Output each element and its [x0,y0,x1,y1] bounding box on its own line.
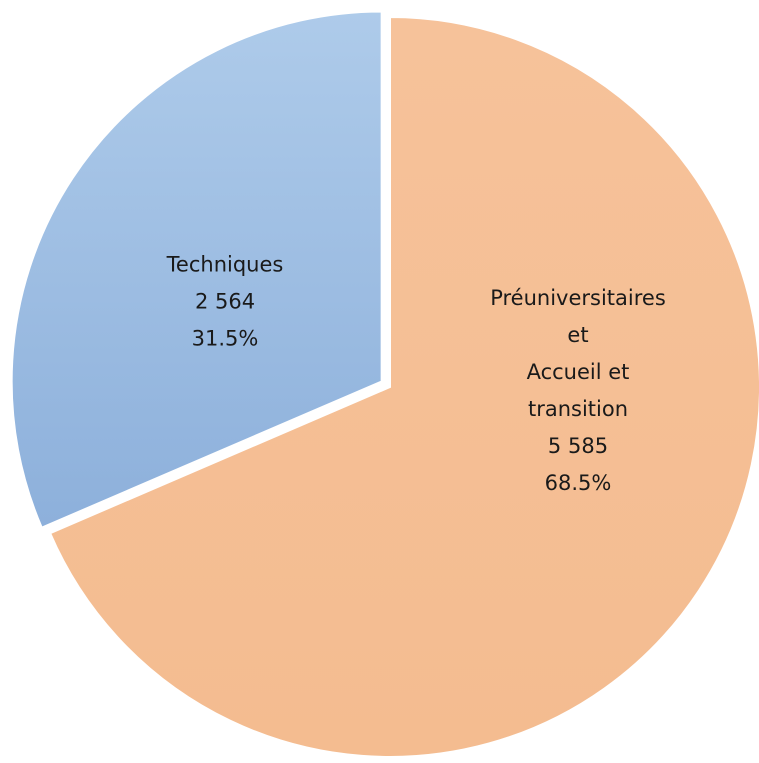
slice-label: Préuniversitaires et Accueil et transiti… [490,280,666,502]
slice-name: Préuniversitaires et Accueil et transiti… [490,286,666,421]
slice-label: Techniques 2 564 31.5% [167,247,284,358]
pie-slice [48,15,759,758]
slice-value: 5 585 [547,434,609,458]
slice-percent: 68.5% [544,471,612,495]
slice-value: 2 564 [194,289,256,314]
pie-slice [10,10,383,529]
slice-name: Techniques [166,252,284,277]
slice-percent: 31.5% [191,326,259,351]
